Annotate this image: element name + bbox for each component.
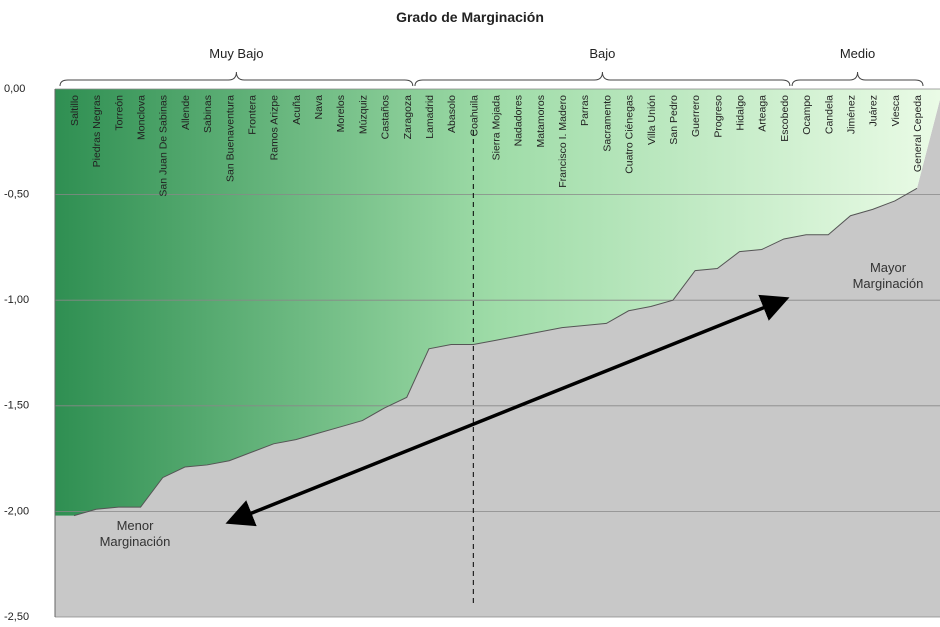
x-tick-label: Francisco I. Madero <box>557 95 569 188</box>
x-tick-label: Piedras Negras <box>91 95 103 167</box>
x-tick-label: Abasolo <box>446 95 458 133</box>
y-tick-label: -1,00 <box>4 294 29 306</box>
x-tick-label: Arteaga <box>757 95 769 132</box>
y-tick-label: -2,50 <box>4 611 29 622</box>
annotation: Mayor <box>870 260 907 275</box>
x-tick-label: Coahuila <box>468 95 480 137</box>
y-tick-label: 0,00 <box>4 83 25 95</box>
y-tick-label: -0,50 <box>4 189 29 201</box>
x-tick-label: Morelos <box>335 95 347 132</box>
x-tick-label: Progreso <box>712 95 724 138</box>
x-tick-label: Lamadrid <box>424 95 436 139</box>
x-tick-label: Torreón <box>113 95 125 131</box>
x-tick-label: Sabinas <box>202 95 214 133</box>
group-brace <box>791 71 924 87</box>
y-tick-label: -1,50 <box>4 400 29 412</box>
x-tick-label: Nava <box>313 95 325 120</box>
x-tick-label: San Buenaventura <box>224 95 236 182</box>
group-label: Bajo <box>589 46 615 61</box>
x-tick-label: Guerrero <box>690 95 702 137</box>
x-tick-label: San Pedro <box>668 95 680 145</box>
group-label: Medio <box>840 46 875 61</box>
annotation: Menor <box>117 518 155 533</box>
x-tick-label: General Cepeda <box>912 95 924 172</box>
x-tick-label: Juárez <box>868 95 880 127</box>
x-tick-label: Parras <box>579 95 591 126</box>
x-tick-label: San Juan De Sabinas <box>158 95 170 197</box>
x-tick-label: Múzquiz <box>357 95 369 134</box>
x-tick-label: Allende <box>180 95 192 130</box>
x-tick-label: Villa Unión <box>646 95 658 145</box>
group-brace <box>59 71 414 87</box>
x-tick-label: Cuatro Ciénegas <box>624 95 636 174</box>
x-tick-label: Hidalgo <box>735 95 747 131</box>
x-tick-label: Ocampo <box>801 95 813 135</box>
annotation: Marginación <box>853 276 924 291</box>
x-tick-label: Viesca <box>890 95 902 126</box>
x-tick-label: Jiménez <box>845 95 857 134</box>
x-tick-label: Castaños <box>380 95 392 139</box>
y-tick-label: -2,00 <box>4 505 29 517</box>
x-tick-label: Sacramento <box>601 95 613 152</box>
x-tick-label: Nadadores <box>513 95 525 146</box>
group-brace <box>414 71 791 87</box>
annotation: Marginación <box>100 534 171 549</box>
x-tick-label: Candela <box>823 95 835 134</box>
x-tick-label: Sierra Mojada <box>491 95 503 161</box>
x-tick-label: Acuña <box>291 95 303 125</box>
x-tick-label: Escobedo <box>779 95 791 142</box>
x-tick-label: Matamoros <box>535 95 547 148</box>
x-tick-label: Saltillo <box>69 95 81 126</box>
group-label: Muy Bajo <box>209 46 263 61</box>
x-tick-label: Frontera <box>246 95 258 135</box>
arrow <box>225 294 790 527</box>
x-tick-label: Monclova <box>136 95 148 140</box>
x-tick-label: Ramos Arizpe <box>269 95 281 161</box>
subtitle: Grado de Marginación <box>396 9 544 25</box>
x-tick-label: Zaragoza <box>402 95 414 140</box>
